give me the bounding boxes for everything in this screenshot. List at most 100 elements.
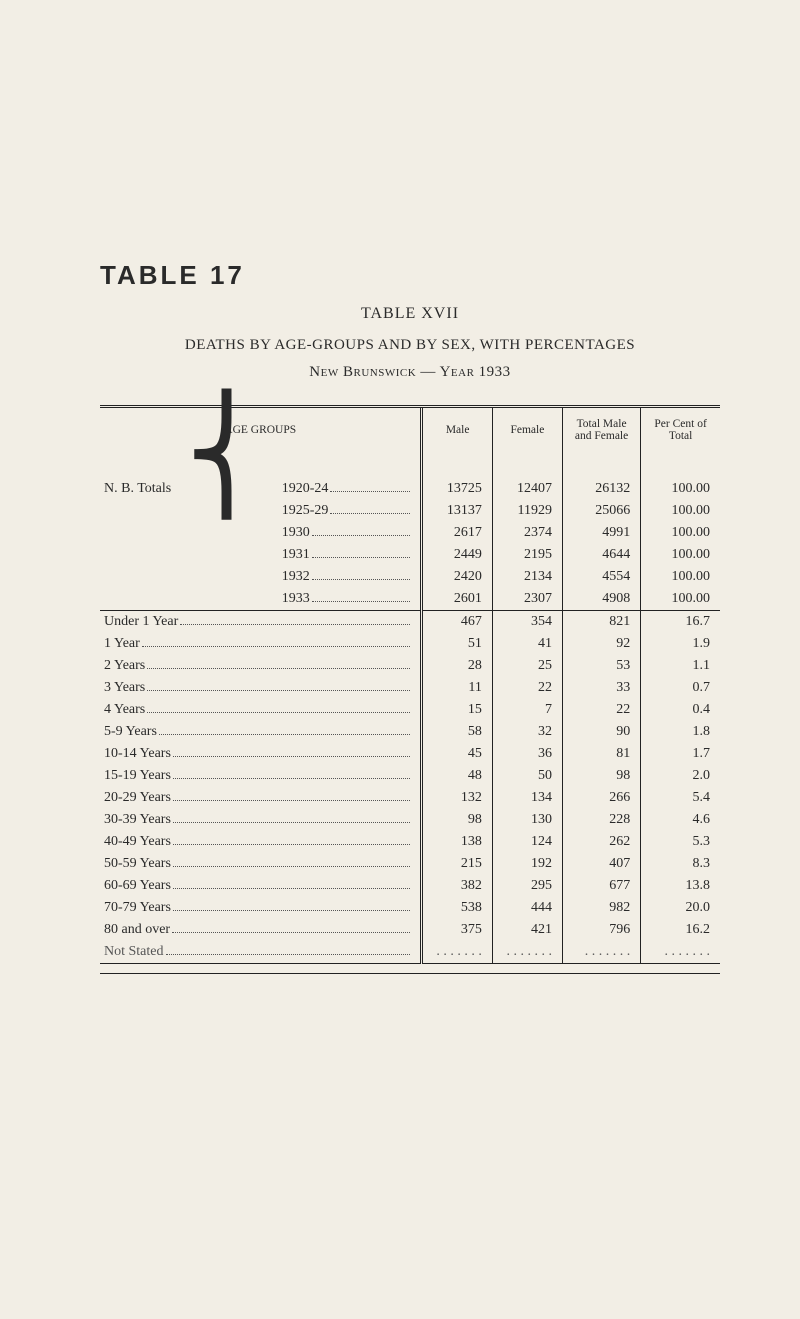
table-row: 30-39 Years981302284.6 (100, 809, 720, 831)
cell-pct: 4.6 (641, 809, 720, 831)
cell-female: 7 (492, 699, 562, 721)
year-label: 1925-29 (282, 503, 329, 519)
cell-pct: 16.2 (641, 919, 720, 941)
year-label: 1931 (282, 547, 310, 563)
col-female: Female (492, 407, 562, 453)
year-label: 1930 (282, 525, 310, 541)
cell-male: 48 (422, 765, 492, 787)
age-group-label: 4 Years (104, 702, 145, 718)
table-title: DEATHS BY AGE-GROUPS AND BY SEX, WITH PE… (100, 337, 720, 354)
age-group-label: 2 Years (104, 658, 145, 674)
cell-male: 2449 (422, 544, 492, 566)
age-group-label: Not Stated (104, 944, 164, 960)
table-roman-numeral: TABLE XVII (100, 305, 720, 323)
age-group-label: 5-9 Years (104, 724, 157, 740)
cell-female: 134 (492, 787, 562, 809)
cell-female: 295 (492, 875, 562, 897)
cell-male: 28 (422, 655, 492, 677)
age-group-label: 1 Year (104, 636, 140, 652)
totals-label: N. B. Totals (100, 452, 181, 611)
cell-pct: 0.7 (641, 677, 720, 699)
cell-total: 90 (562, 721, 640, 743)
cell-male: 138 (422, 831, 492, 853)
cell-pct: 100.00 (641, 500, 720, 522)
table-row: 80 and over37542179616.2 (100, 919, 720, 941)
cell-male: 45 (422, 743, 492, 765)
age-group-label: 70-79 Years (104, 900, 171, 916)
age-group-label: Under 1 Year (104, 614, 178, 630)
age-group-label: 40-49 Years (104, 834, 171, 850)
page: TABLE 17 TABLE XVII DEATHS BY AGE-GROUPS… (0, 0, 800, 1319)
cell-pct: 2.0 (641, 765, 720, 787)
cell-female: 2195 (492, 544, 562, 566)
cell-total: 4908 (562, 588, 640, 611)
cell-pct: 16.7 (641, 611, 720, 634)
age-group-label: 20-29 Years (104, 790, 171, 806)
cell-male: 215 (422, 853, 492, 875)
table-row: 2 Years2825531.1 (100, 655, 720, 677)
cell-male: . . . . . . . (422, 941, 492, 964)
totals-row: N. B. Totals ⎨ 1920-24 13725 12407 26132… (100, 452, 720, 500)
cell-total: 53 (562, 655, 640, 677)
cell-female: 50 (492, 765, 562, 787)
col-pct: Per Cent of Total (641, 407, 720, 453)
cell-total: 4644 (562, 544, 640, 566)
cell-total: 266 (562, 787, 640, 809)
cell-total: 33 (562, 677, 640, 699)
cell-female: 192 (492, 853, 562, 875)
table-row: 3 Years1122330.7 (100, 677, 720, 699)
cell-male: 2420 (422, 566, 492, 588)
age-group-label: 3 Years (104, 680, 145, 696)
age-group-label: 60-69 Years (104, 878, 171, 894)
cell-female: 36 (492, 743, 562, 765)
age-group-label: 50-59 Years (104, 856, 171, 872)
cell-pct: 1.8 (641, 721, 720, 743)
year-label: 1933 (282, 591, 310, 607)
cell-female: 2307 (492, 588, 562, 611)
table-row: Under 1 Year46735482116.7 (100, 611, 720, 634)
table-row: 5-9 Years 5832901.8 (100, 721, 720, 743)
cell-total: 796 (562, 919, 640, 941)
table-row: 70-79 Years53844498220.0 (100, 897, 720, 919)
age-group-label: 80 and over (104, 922, 170, 938)
cell-total: 4554 (562, 566, 640, 588)
deaths-table: AGE GROUPS Male Female Total Male and Fe… (100, 405, 720, 974)
col-total: Total Male and Female (562, 407, 640, 453)
table-row: 4 Years157220.4 (100, 699, 720, 721)
table-row: 40-49 Years 1381242625.3 (100, 831, 720, 853)
cell-female: 354 (492, 611, 562, 634)
year-label: 1932 (282, 569, 310, 585)
table-label: TABLE 17 (100, 260, 720, 291)
cell-female: 2134 (492, 566, 562, 588)
cell-pct: . . . . . . . (641, 941, 720, 964)
cell-female: 32 (492, 721, 562, 743)
cell-pct: 5.4 (641, 787, 720, 809)
cell-male: 467 (422, 611, 492, 634)
cell-pct: 5.3 (641, 831, 720, 853)
cell-pct: 0.4 (641, 699, 720, 721)
cell-pct: 20.0 (641, 897, 720, 919)
cell-male: 538 (422, 897, 492, 919)
cell-female: 130 (492, 809, 562, 831)
cell-total: 92 (562, 633, 640, 655)
table-row: 20-29 Years1321342665.4 (100, 787, 720, 809)
table-row: 10-14 Years4536811.7 (100, 743, 720, 765)
cell-total: 81 (562, 743, 640, 765)
brace-icon: ⎨ (181, 452, 278, 611)
cell-male: 51 (422, 633, 492, 655)
cell-female: 2374 (492, 522, 562, 544)
cell-total: 677 (562, 875, 640, 897)
cell-male: 58 (422, 721, 492, 743)
cell-pct: 100.00 (641, 544, 720, 566)
cell-total: 98 (562, 765, 640, 787)
table-row: 50-59 Years2151924078.3 (100, 853, 720, 875)
age-group-label: 15-19 Years (104, 768, 171, 784)
cell-pct: 100.00 (641, 566, 720, 588)
cell-male: 13725 (422, 452, 492, 500)
cell-male: 2601 (422, 588, 492, 611)
cell-male: 382 (422, 875, 492, 897)
cell-total: 262 (562, 831, 640, 853)
year-label: 1920-24 (282, 481, 329, 497)
table-subtitle: New Brunswick — Year 1933 (100, 364, 720, 381)
cell-female: 124 (492, 831, 562, 853)
